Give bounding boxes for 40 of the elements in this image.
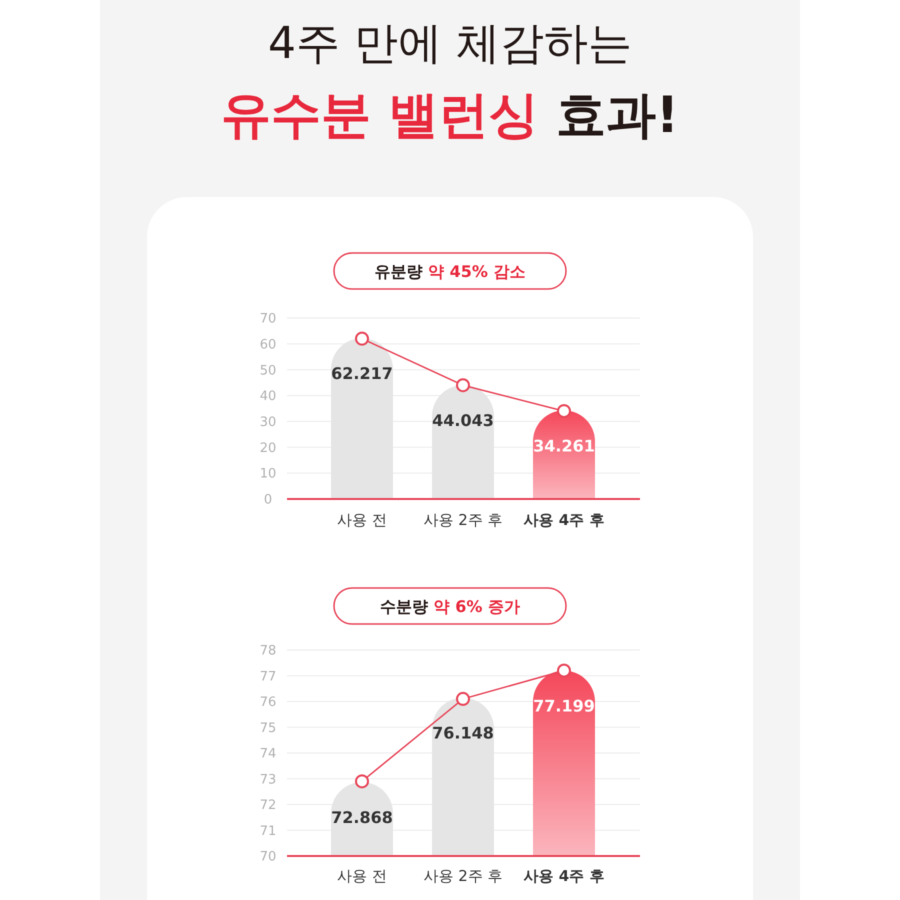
x-tick-label: 사용 4주 후 <box>524 511 604 529</box>
y-tick-label: 20 <box>260 440 276 456</box>
x-tick-label: 사용 4주 후 <box>524 867 604 885</box>
y-tick-label: 40 <box>260 389 276 404</box>
point <box>557 664 571 678</box>
y-tick-label: 50 <box>260 363 276 378</box>
point <box>355 774 369 788</box>
y-tick-label: 10 <box>260 466 276 482</box>
data-label: 34.261 <box>533 436 595 456</box>
y-tick-label: 74 <box>260 746 276 762</box>
x-tick-label: 사용 전 <box>337 867 387 885</box>
x-tick-label: 사용 2주 후 <box>423 867 503 885</box>
y-tick-label: 60 <box>260 337 276 352</box>
y-tick-label: 73 <box>260 772 276 788</box>
x-tick-label: 사용 전 <box>337 511 387 529</box>
data-label: 62.217 <box>331 364 393 384</box>
y-tick-label: 75 <box>260 720 276 736</box>
y-tick-label: 70 <box>260 312 276 327</box>
chart-title: 4주 만에 체감하는 유수분 밸런싱 효과! <box>221 18 679 144</box>
data-label: 72.868 <box>331 808 393 828</box>
y-tick-label: 78 <box>260 644 276 659</box>
y-tick-label: 0 <box>264 492 272 508</box>
y-tick-label: 70 <box>260 850 276 865</box>
x-tick-label: 사용 2주 후 <box>423 511 503 529</box>
chart-subtitle: 유분량 약 45% 감소 <box>374 262 526 281</box>
point <box>557 404 571 418</box>
y-tick-label: 77 <box>260 669 276 684</box>
y-tick-label: 71 <box>260 824 276 839</box>
point <box>355 332 369 346</box>
y-tick-label: 30 <box>260 414 276 430</box>
data-label: 44.043 <box>432 411 494 430</box>
y-tick-label: 72 <box>260 798 276 814</box>
point <box>456 378 470 392</box>
point <box>456 692 470 706</box>
bar <box>432 385 494 499</box>
data-label: 77.199 <box>533 696 595 716</box>
y-tick-label: 76 <box>260 695 276 710</box>
bar <box>331 338 393 499</box>
data-label: 76.148 <box>432 724 494 743</box>
chart-subtitle: 수분량 약 6% 증가 <box>380 597 520 616</box>
